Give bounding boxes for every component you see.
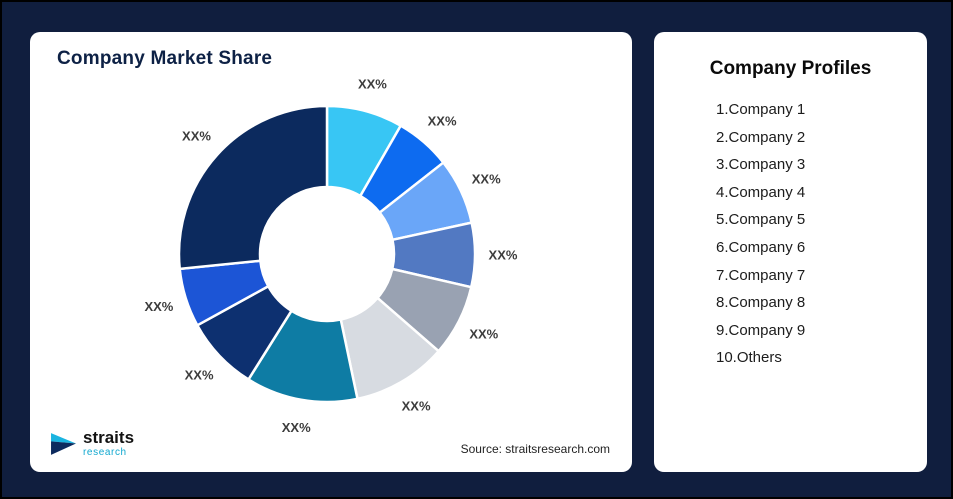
source-text: Source: straitsresearch.com xyxy=(460,442,610,456)
company-profiles-card: Company Profiles 1.Company 1 2.Company 2… xyxy=(654,32,927,472)
company-list-item-3: 3.Company 3 xyxy=(716,156,806,174)
slice-label-others: XX% xyxy=(182,129,211,144)
slice-label-company-2: XX% xyxy=(428,113,457,128)
profiles-title: Company Profiles xyxy=(709,58,872,79)
company-list-item-2: 2.Company 2 xyxy=(716,128,806,146)
slice-label-company-4: XX% xyxy=(489,248,518,263)
company-list-item-9: 9.Company 9 xyxy=(716,321,806,339)
company-list-item-5: 5.Company 5 xyxy=(716,211,806,229)
donut-slice-others xyxy=(177,104,329,271)
logo-text: straits research xyxy=(83,429,134,458)
slice-label-company-7: XX% xyxy=(282,420,311,435)
company-list-item-4: 4.Company 4 xyxy=(716,183,806,201)
market-share-card: Company Market Share XX% XX% XX% XX% XX% XX% X… xyxy=(30,32,632,472)
company-list: 1.Company 1 2.Company 2 3.Company 3 4.Co… xyxy=(654,96,927,372)
company-list-item-1: 1.Company 1 xyxy=(716,101,806,118)
company-list-item-7: 7.Company 7 xyxy=(716,266,806,284)
slice-label-company-9: XX% xyxy=(144,299,173,314)
company-list-item-6: 6.Company 6 xyxy=(716,238,806,256)
straits-arrow-icon xyxy=(51,433,76,455)
slice-label-company-6: XX% xyxy=(402,398,431,413)
chart-title: Company Market Share xyxy=(57,48,273,69)
slice-label-company-5: XX% xyxy=(469,326,498,341)
slice-label-company-8: XX% xyxy=(185,367,214,382)
slice-label-company-1: XX% xyxy=(358,76,387,91)
logo-name: straits xyxy=(83,428,135,447)
slice-label-company-3: XX% xyxy=(472,172,501,187)
company-list-item-10: 10.Others xyxy=(716,349,782,367)
company-list-item-8: 8.Company 8 xyxy=(716,294,806,312)
logo-subtitle: research xyxy=(83,447,127,458)
straits-research-logo: straits research xyxy=(50,429,134,458)
donut-chart-svg: XX% XX% XX% XX% XX% XX% XX% XX% XX% XX% xyxy=(144,76,518,435)
